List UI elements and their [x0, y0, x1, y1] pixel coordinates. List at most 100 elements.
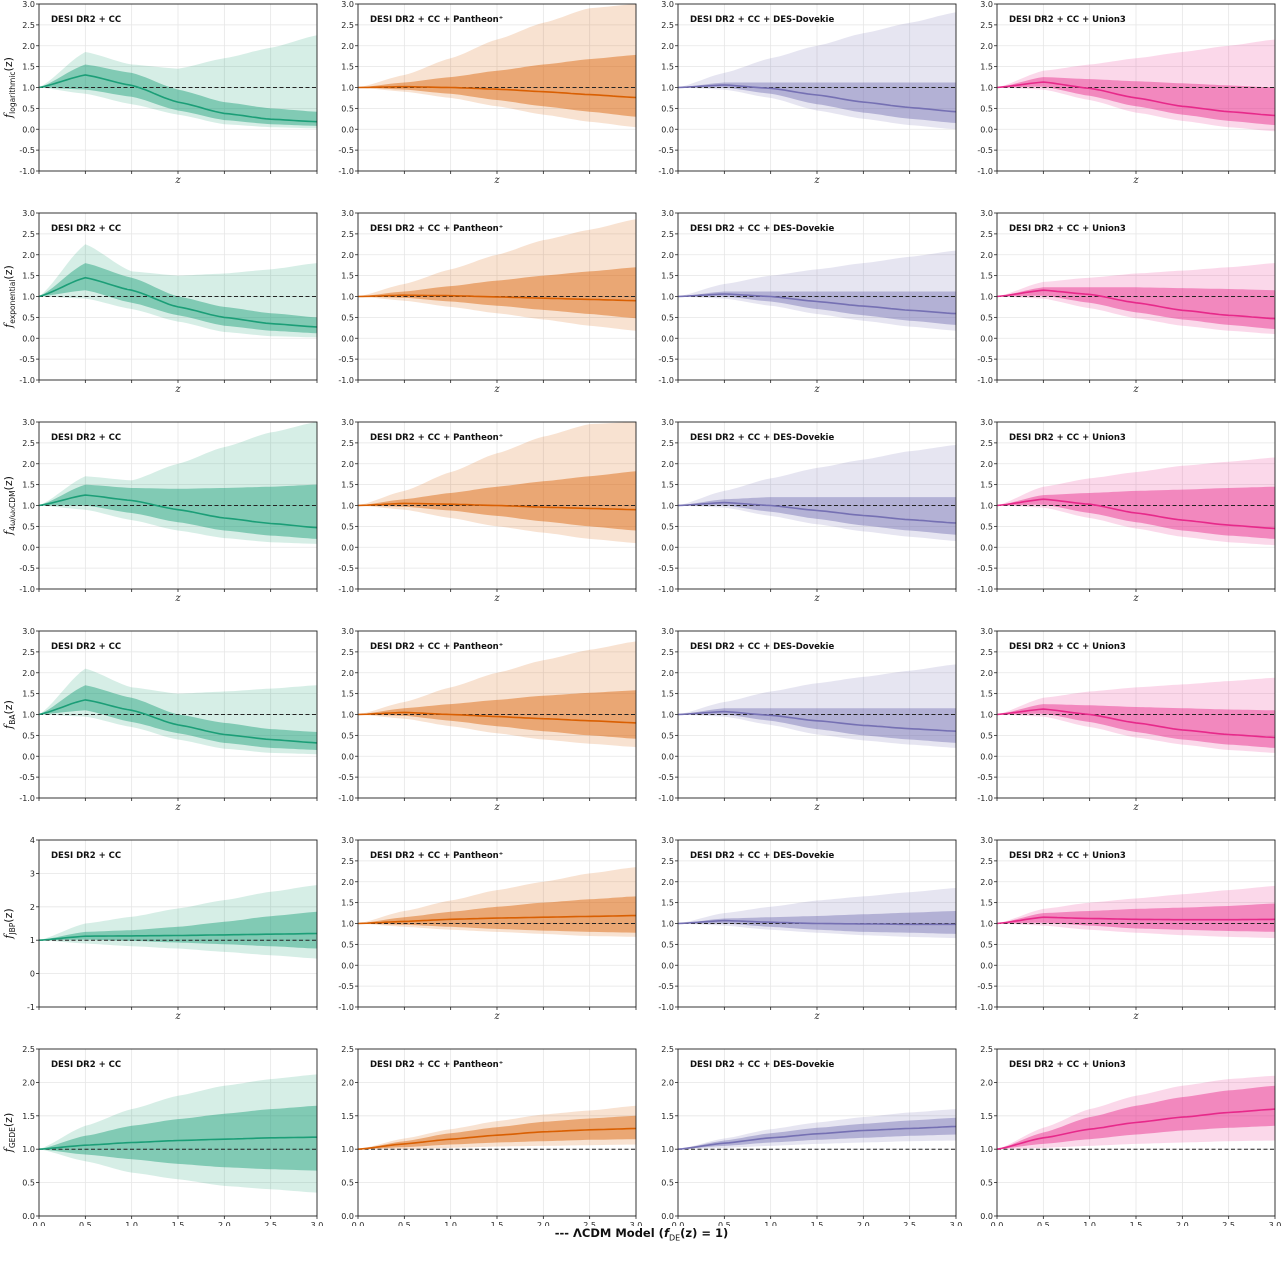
- y-tick-label: 2.0: [980, 1078, 993, 1087]
- band-1sigma: [39, 911, 317, 949]
- y-tick-label: 2.0: [22, 42, 35, 51]
- y-tick-label: 2.0: [341, 251, 354, 260]
- y-tick-label: -0.5: [338, 773, 354, 782]
- y-tick-label: 1.5: [22, 690, 35, 699]
- y-tick-label: 3.0: [22, 627, 35, 636]
- band-1sigma: [39, 685, 317, 750]
- panel-title: DESI DR2 + CC + Pantheon⁺: [370, 433, 503, 443]
- mean-line: [357, 914, 636, 925]
- y-tick-label: -1.0: [338, 1003, 354, 1012]
- y-tick-label: -1.0: [658, 794, 674, 803]
- mean-line: [38, 74, 318, 123]
- x-axis-label: z: [493, 593, 500, 604]
- y-tick-label: 0: [30, 970, 35, 979]
- y-tick-label: -0.5: [19, 773, 35, 782]
- y-tick-label: 0.5: [341, 1179, 354, 1188]
- row-label-main: f: [2, 112, 15, 119]
- row-label-main: f: [2, 529, 15, 536]
- legend-suffix: (z) = 1): [680, 1226, 729, 1240]
- y-tick-label: 2.5: [341, 1045, 354, 1054]
- panel: -1.0 -0.5 0.0 0.5 1.0 1.5 2.0 2.5 3.0 z DESI DR2 +…: [658, 209, 957, 395]
- panel-title: DESI DR2 + CC + DES-Dovekie: [690, 851, 834, 861]
- y-tick-label: 1: [30, 936, 35, 945]
- y-tick-label: 1.0: [22, 1145, 35, 1154]
- y-tick-label: 3.0: [980, 836, 993, 845]
- y-tick-label: 0.5: [980, 731, 993, 740]
- y-tick-label: 2.5: [980, 1045, 993, 1054]
- y-tick-label: 1.5: [980, 1112, 993, 1121]
- x-tick-label: 2.5: [264, 1221, 277, 1226]
- y-tick-label: 2.5: [341, 648, 354, 657]
- band-1sigma: [39, 263, 317, 334]
- y-tick-label: 1.0: [980, 502, 993, 511]
- y-tick-label: 2.0: [341, 669, 354, 678]
- y-tick-label: 2.0: [661, 669, 674, 678]
- band-2sigma: [678, 1109, 956, 1150]
- band-1sigma: [358, 471, 636, 531]
- mean-line: [677, 84, 957, 113]
- mean-line: [38, 699, 318, 744]
- y-tick-label: 3.0: [22, 209, 35, 218]
- legend-func: f: [663, 1226, 669, 1240]
- mean-line: [677, 710, 957, 732]
- y-tick-label: 3.0: [661, 0, 674, 9]
- y-tick-label: 2.5: [661, 857, 674, 866]
- mean-line: [677, 919, 956, 926]
- y-tick-label: 2.5: [22, 648, 35, 657]
- mean-line: [38, 276, 318, 328]
- legend-prefix: --- ΛCDM Model (: [554, 1226, 664, 1240]
- x-axis-label: z: [493, 384, 500, 395]
- band-2sigma: [39, 35, 317, 129]
- band-2sigma: [358, 641, 636, 748]
- x-tick-label: 0.0: [352, 1221, 365, 1226]
- y-tick-label: 1.0: [661, 84, 674, 93]
- band-1sigma: [678, 291, 956, 325]
- y-tick-label: 1.5: [661, 1112, 674, 1121]
- y-tick-label: 0.5: [22, 313, 35, 322]
- band-2sigma: [678, 250, 956, 331]
- x-axis-label: z: [174, 175, 181, 186]
- y-tick-label: 1.5: [980, 899, 993, 908]
- y-tick-label: 0.5: [341, 104, 354, 113]
- y-tick-label: 1.5: [341, 272, 354, 281]
- y-tick-label: 0.5: [980, 1179, 993, 1188]
- y-tick-label: 2.5: [980, 230, 993, 239]
- row-label-main: f: [2, 322, 15, 329]
- x-axis-label: z: [813, 1011, 820, 1022]
- mean-line: [357, 711, 637, 724]
- y-tick-label: 1.5: [661, 481, 674, 490]
- row-label: fexponential(z): [2, 265, 17, 329]
- band-2sigma: [997, 677, 1275, 753]
- y-tick-label: -1.0: [977, 1003, 993, 1012]
- y-tick-label: 0.0: [22, 334, 35, 343]
- y-tick-label: 0.5: [341, 940, 354, 949]
- panel: -1.0 -0.5 0.0 0.5 1.0 1.5 2.0 2.5 3.0 z DESI DR2 +…: [19, 418, 318, 604]
- panel-title: DESI DR2 + CC + Union3: [1009, 851, 1126, 861]
- panel: -1 0 1 2 3 4 z DESI DR2 + CC: [27, 836, 318, 1022]
- panel: -1.0 -0.5 0.0 0.5 1.0 1.5 2.0 2.5 3.0 z DESI DR2 +…: [658, 836, 957, 1022]
- y-tick-label: 3.0: [341, 0, 354, 9]
- mean-line: [38, 932, 318, 941]
- row-label-main: f: [2, 723, 15, 730]
- row-label-sub: JBP: [8, 922, 17, 935]
- row-label-suffix: (z): [2, 265, 15, 279]
- row-label: fGEDE(z): [2, 1113, 17, 1154]
- band-1sigma: [678, 911, 956, 934]
- y-tick-label: -1.0: [338, 376, 354, 385]
- panel: -1.0 -0.5 0.0 0.5 1.0 1.5 2.0 2.5 3.0 z DESI DR2 +…: [658, 627, 957, 813]
- mean-line: [996, 708, 1276, 739]
- y-tick-label: 0.0: [661, 125, 674, 134]
- y-tick-label: 1.5: [341, 481, 354, 490]
- panel-title: DESI DR2 + CC + DES-Dovekie: [690, 224, 834, 234]
- row-label: f4ω/ω₀CDM(z): [2, 476, 17, 536]
- band-1sigma: [997, 287, 1275, 330]
- row-label-main: f: [2, 933, 15, 940]
- mean-line: [357, 294, 637, 302]
- y-tick-label: -0.5: [977, 773, 993, 782]
- y-tick-label: 1.5: [341, 1112, 354, 1121]
- y-tick-label: 1.0: [22, 502, 35, 511]
- y-tick-label: -0.5: [338, 146, 354, 155]
- y-tick-label: -0.5: [977, 564, 993, 573]
- panel-title: DESI DR2 + CC + Pantheon⁺: [370, 851, 503, 861]
- y-tick-label: 3.0: [661, 627, 674, 636]
